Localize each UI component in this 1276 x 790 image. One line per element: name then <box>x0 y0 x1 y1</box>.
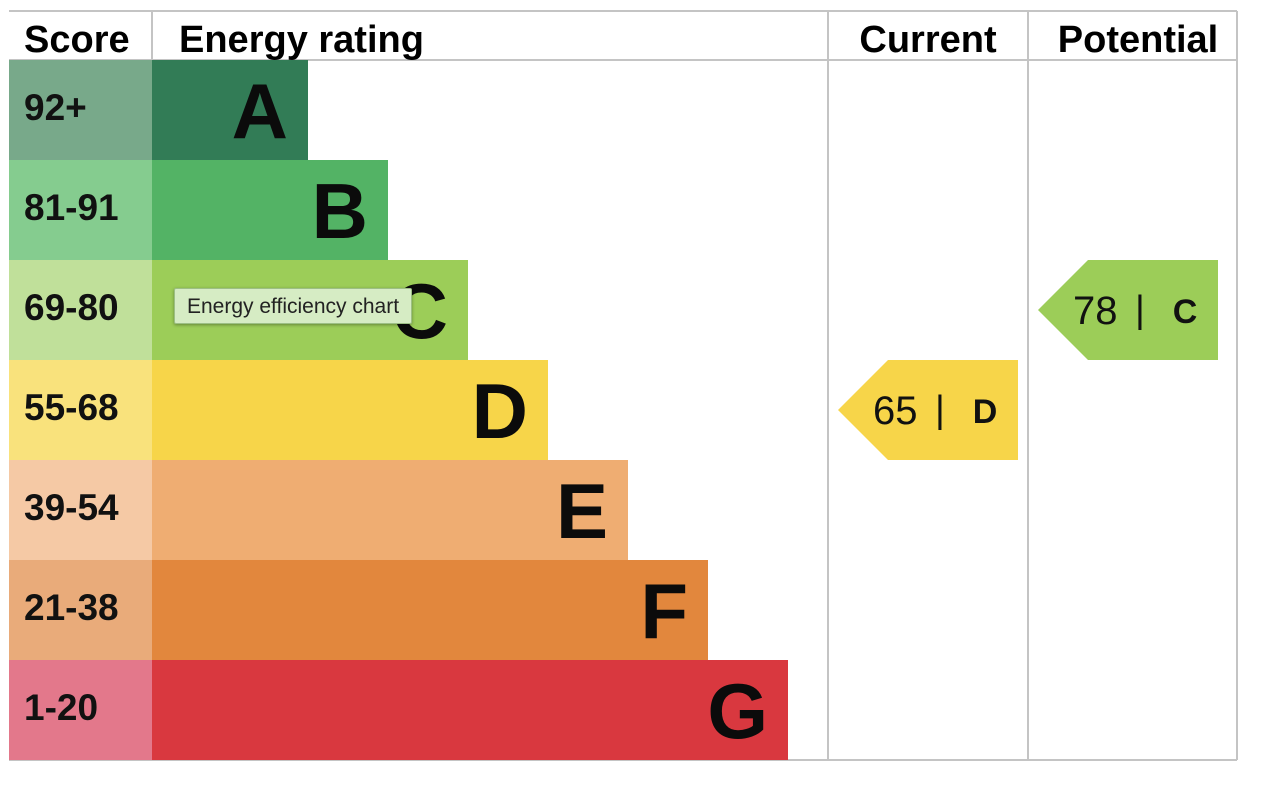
header-row: Score Energy rating Current Potential <box>24 19 1218 61</box>
band-letter-g: G <box>707 667 768 755</box>
band-bar-g <box>152 660 788 760</box>
score-cell-e <box>9 460 152 560</box>
current-rating-arrow: 65 | D <box>838 360 1018 460</box>
band-d: 55-68 D <box>9 360 548 460</box>
band-b: 81-91 B <box>9 160 388 260</box>
potential-rating-arrow: 78 | C <box>1038 260 1218 360</box>
score-label-c: 69-80 <box>24 287 119 328</box>
band-g: 1-20 G <box>9 660 788 760</box>
score-cell-d <box>9 360 152 460</box>
rating-header: Energy rating <box>179 19 424 61</box>
score-label-g: 1-20 <box>24 687 98 728</box>
current-rating-letter: D <box>973 393 998 431</box>
band-letter-e: E <box>556 467 608 555</box>
band-bar-b <box>152 160 388 260</box>
score-label-e: 39-54 <box>24 487 119 528</box>
score-label-b: 81-91 <box>24 187 119 228</box>
band-letter-f: F <box>640 567 688 655</box>
score-label-f: 21-38 <box>24 587 119 628</box>
current-header: Current <box>859 19 997 61</box>
potential-rating-letter: C <box>1173 293 1198 331</box>
potential-arrow-shape <box>1038 260 1218 360</box>
score-label-a: 92+ <box>24 87 87 128</box>
band-letter-b: B <box>312 167 368 255</box>
current-separator: | <box>935 389 945 431</box>
band-bar-d <box>152 360 548 460</box>
potential-score-value: 78 <box>1073 289 1118 333</box>
band-letter-d: D <box>472 367 528 455</box>
score-header: Score <box>24 19 130 61</box>
rating-arrows: 65 | D 78 | C <box>838 260 1218 460</box>
band-a: 92+ A <box>9 60 308 160</box>
potential-header: Potential <box>1058 19 1218 61</box>
score-cell-a <box>9 60 152 160</box>
score-cell-f <box>9 560 152 660</box>
score-cell-g <box>9 660 152 760</box>
chart-tooltip: Energy efficiency chart <box>174 288 413 324</box>
band-bar-a <box>152 60 308 160</box>
current-arrow-shape <box>838 360 1018 460</box>
score-label-d: 55-68 <box>24 387 119 428</box>
potential-separator: | <box>1135 289 1145 331</box>
score-cell-c <box>9 260 152 360</box>
rating-bands: 92+ A81-91 B69-80 C55-68 D39-54 E21-38 F1-20 G <box>9 60 788 760</box>
band-bar-f <box>152 560 708 660</box>
band-bar-e <box>152 460 628 560</box>
band-e: 39-54 E <box>9 460 628 560</box>
current-score-value: 65 <box>873 389 918 433</box>
band-letter-a: A <box>232 67 288 155</box>
band-f: 21-38 F <box>9 560 708 660</box>
score-cell-b <box>9 160 152 260</box>
